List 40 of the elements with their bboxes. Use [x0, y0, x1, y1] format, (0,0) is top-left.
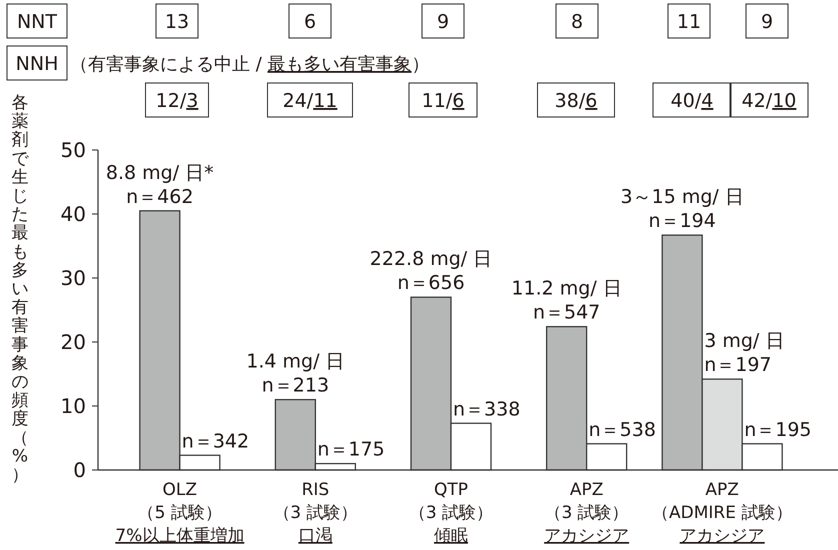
text: 11: [676, 11, 702, 33]
text: NNT: [16, 11, 58, 33]
text: 40/4: [670, 90, 714, 112]
text: 9: [760, 11, 774, 33]
y-tick-label: 10: [60, 394, 86, 418]
annotation: n＝342: [182, 430, 250, 452]
annotation: n＝175: [317, 438, 385, 461]
text: 38/6: [554, 90, 598, 112]
x-tick-label: RIS （3 試験）口渇: [273, 480, 358, 546]
x-tick-label: QTP （3 試験）傾眠: [408, 480, 494, 546]
text: 9: [436, 11, 450, 33]
y-tick-label: 30: [60, 266, 86, 290]
annotation: 1.4 mg/ 日 n＝213: [246, 350, 345, 397]
x-tick-label: OLZ （5 試験）7%以上体重増加: [115, 480, 244, 546]
text: 8: [570, 11, 584, 33]
annotation: n＝338: [453, 398, 520, 420]
text: 6: [304, 11, 316, 33]
x-tick-label: APZ （3 試験）アカシジア: [544, 480, 630, 546]
text: 12/3: [156, 90, 198, 112]
annotation: n＝538: [588, 418, 656, 441]
text: 11: [313, 90, 338, 112]
text: 各薬剤で生じた最も多い有害事象の頻度（%）: [12, 93, 28, 485]
text: 6: [452, 90, 464, 112]
text: 24/: [282, 90, 314, 112]
annotation: 8.8 mg/ 日* n＝462: [106, 162, 214, 208]
y-tick-label: 20: [60, 330, 86, 354]
text: 13: [164, 11, 190, 33]
text: 11/: [422, 90, 452, 112]
annotation: 11.2 mg/ 日 n＝547: [511, 278, 622, 324]
x-tick-label: APZ （ADMIRE 試験）アカシジア: [652, 480, 792, 546]
y-tick-label: 0: [73, 458, 86, 482]
annotation: 3 mg/ 日 n＝197: [704, 330, 784, 376]
text: NNH: [16, 53, 58, 75]
annotation: 222.8 mg/ 日 n＝656: [370, 248, 492, 294]
annotation: 3～15 mg/ 日 n＝194: [620, 186, 744, 232]
y-tick-label: 40: [60, 202, 86, 226]
annotation: n＝195: [744, 418, 812, 441]
y-tick-label: 50: [60, 138, 86, 162]
text: （有害事象による中止 / 最も多い有害事象）: [70, 54, 430, 75]
text: 42/10: [742, 90, 796, 112]
